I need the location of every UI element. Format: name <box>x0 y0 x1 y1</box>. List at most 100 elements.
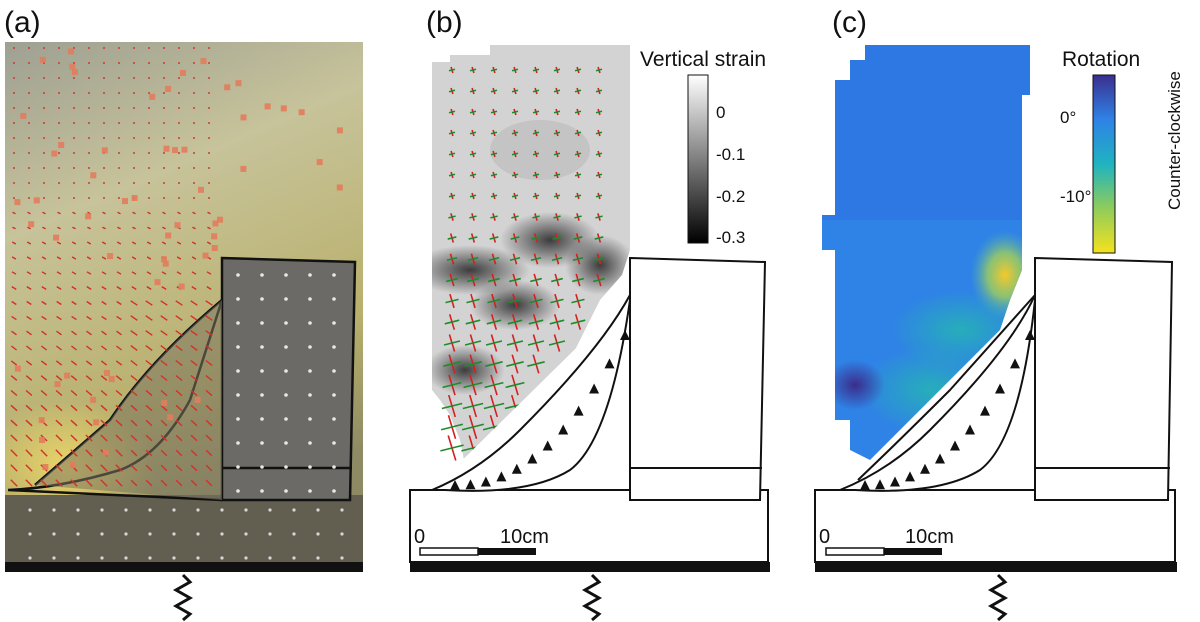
grid-tick <box>57 211 61 215</box>
basement-dot <box>172 556 176 560</box>
wedge-dot <box>260 345 264 349</box>
strain-cross-green <box>553 68 561 72</box>
strain-cross-green <box>594 236 604 240</box>
panel-c-label: (c) <box>832 6 867 39</box>
strain-cross-green <box>550 298 564 304</box>
grid-tick <box>192 226 196 230</box>
base-plate-c <box>815 562 1177 572</box>
shear-zone-outline-c <box>839 294 1036 492</box>
strain-cross-green <box>574 131 582 135</box>
grid-tick <box>145 300 153 306</box>
grid-tick <box>207 226 211 230</box>
grid-tick <box>11 286 17 290</box>
grid-tick <box>55 449 63 457</box>
grid-tick <box>25 345 33 351</box>
grid-tick <box>115 464 123 472</box>
strain-cross-green <box>440 444 464 452</box>
wedge-dot <box>332 393 336 397</box>
grid-tick <box>85 404 93 412</box>
grid-tick <box>26 286 32 290</box>
grid-tick <box>85 389 93 397</box>
grid-tick <box>175 374 183 382</box>
grid-tick <box>71 286 77 290</box>
strain-cross-green <box>466 298 480 304</box>
scale-length-c: 10cm <box>905 526 954 548</box>
grid-tick <box>191 286 197 290</box>
thrust-tooth <box>496 471 507 482</box>
grid-tick <box>131 256 137 260</box>
grid-tick <box>25 360 33 366</box>
basement-dot <box>292 556 296 560</box>
grid-tick <box>145 449 153 457</box>
grid-tick <box>10 375 18 381</box>
wedge-dot <box>236 369 240 373</box>
marker-square <box>235 80 242 87</box>
strain-cross-green <box>530 256 542 262</box>
colorbar-c: Rotation 0° -10° Counter-clockwise <box>1060 48 1184 254</box>
grid-tick <box>130 404 138 412</box>
grid-tick <box>101 241 107 245</box>
thrust-tooth <box>950 440 960 451</box>
grid-tick <box>41 330 47 336</box>
strain-cross-green <box>511 68 519 72</box>
grid-tick <box>41 315 47 321</box>
grid-tick <box>26 271 32 275</box>
basement-dot <box>268 532 272 536</box>
grid-tick <box>55 464 63 472</box>
grid-tick <box>115 434 123 442</box>
strain-cross-green <box>446 256 458 262</box>
grid-tick <box>117 211 121 215</box>
strain-cross-green <box>511 194 519 198</box>
marker-square <box>336 184 343 191</box>
marker-square <box>131 195 138 201</box>
thrust-tooth <box>920 463 930 474</box>
wedge-dot <box>236 417 240 421</box>
wedge-dot <box>236 345 240 349</box>
basement-dot <box>196 556 200 560</box>
strain-cross-green <box>532 173 540 177</box>
grid-tick <box>55 375 63 381</box>
grid-tick <box>160 419 168 427</box>
marker-grid <box>10 47 213 487</box>
grid-tick <box>161 286 167 290</box>
panel-b: 0 10cm Vertical strain 0 -0.1 -0.2 -0.3 … <box>409 6 770 622</box>
thrust-tooth <box>980 405 990 416</box>
grid-tick <box>85 419 93 427</box>
wedge-dot <box>236 297 240 301</box>
thrust-tooth <box>573 405 584 416</box>
grid-tick <box>55 434 63 442</box>
wedge-dot <box>332 369 336 373</box>
grid-tick <box>56 315 62 321</box>
strain-cross-green <box>448 110 456 114</box>
wedge-dot <box>332 489 336 493</box>
colorbar-tick-c-1: -10° <box>1060 187 1091 206</box>
strain-cross-green <box>532 110 540 114</box>
grid-tick <box>85 375 93 381</box>
grid-tick <box>160 449 168 457</box>
grid-tick <box>206 286 212 290</box>
grid-tick <box>70 389 78 397</box>
marker-square <box>217 216 223 223</box>
grid-tick <box>86 300 92 306</box>
grid-tick <box>70 449 78 457</box>
strain-cross-green <box>490 89 498 93</box>
grid-tick <box>101 315 107 321</box>
grid-tick <box>160 330 168 336</box>
thrust-tooth <box>589 383 600 394</box>
strain-cross-green <box>488 277 500 283</box>
grid-tick <box>146 271 152 275</box>
strain-cross-green <box>468 236 478 240</box>
panel-a-label: (a) <box>4 6 41 39</box>
strain-cross-green <box>486 319 502 325</box>
marker-square <box>240 114 247 121</box>
strain-cross-green <box>469 110 477 114</box>
strain-cross-green <box>549 319 565 325</box>
grid-tick <box>100 360 108 366</box>
wedge-dot <box>284 489 288 493</box>
grid-tick <box>205 300 213 306</box>
thrust-tooth <box>935 453 945 464</box>
wedge-dot <box>308 273 312 277</box>
marker-square <box>51 150 58 157</box>
basement-dot <box>268 508 272 512</box>
grid-tick <box>10 434 18 442</box>
